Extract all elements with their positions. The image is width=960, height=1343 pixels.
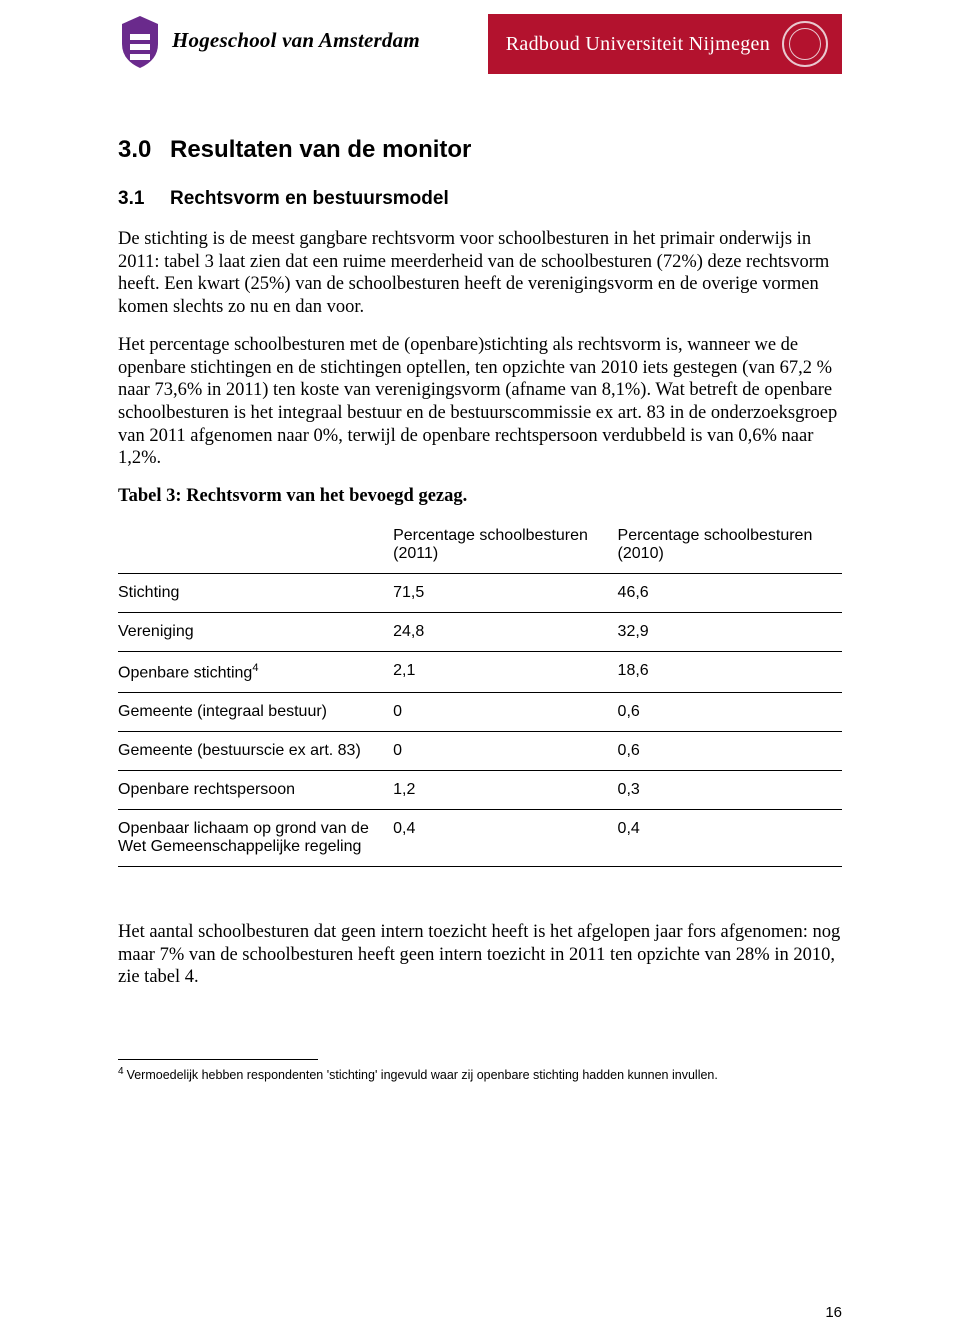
table-row: Vereniging24,832,9 (118, 612, 842, 651)
table-cell-label: Openbare stichting4 (118, 651, 393, 692)
table-title: Tabel 3: Rechtsvorm van het bevoegd geza… (118, 486, 842, 507)
hva-crest-icon (118, 14, 162, 66)
page-content: 3.0Resultaten van de monitor 3.1Rechtsvo… (0, 86, 960, 1082)
heading-sub: 3.1Rechtsvorm en bestuursmodel (118, 188, 842, 210)
table-header-2011: Percentage schoolbesturen (2011) (393, 521, 617, 574)
paragraph-2: Het percentage schoolbesturen met de (op… (118, 334, 842, 469)
table-cell-2010: 0,6 (618, 692, 842, 731)
footnote-separator (118, 1059, 318, 1060)
heading-sub-number: 3.1 (118, 188, 170, 210)
logo-radboud: Radboud Universiteit Nijmegen (488, 14, 842, 74)
footnote-text: Vermoedelijk hebben respondenten 'sticht… (127, 1068, 718, 1082)
table-cell-label: Vereniging (118, 612, 393, 651)
table-header-blank (118, 521, 393, 574)
table-header-2010: Percentage schoolbesturen (2010) (618, 521, 842, 574)
heading-sub-text: Rechtsvorm en bestuursmodel (170, 188, 449, 209)
table-row: Openbare rechtspersoon1,20,3 (118, 770, 842, 809)
institution-header: Hogeschool van Amsterdam Radboud Univers… (118, 14, 842, 86)
table-cell-label: Stichting (118, 573, 393, 612)
table-row: Openbare stichting42,118,6 (118, 651, 842, 692)
table-cell-2011: 24,8 (393, 612, 617, 651)
table-row: Stichting71,546,6 (118, 573, 842, 612)
table-cell-2010: 0,6 (618, 731, 842, 770)
table-cell-label: Openbaar lichaam op grond van de Wet Gem… (118, 809, 393, 866)
table-cell-2011: 2,1 (393, 651, 617, 692)
page-number: 16 (825, 1304, 842, 1321)
table-cell-2010: 0,4 (618, 809, 842, 866)
footnote-number: 4 (118, 1066, 124, 1077)
paragraph-3: Het aantal schoolbesturen dat geen inter… (118, 921, 842, 989)
table-row: Gemeente (bestuurscie ex art. 83)00,6 (118, 731, 842, 770)
table-cell-2011: 0,4 (393, 809, 617, 866)
heading-main-text: Resultaten van de monitor (170, 136, 471, 163)
table-cell-2011: 0 (393, 692, 617, 731)
table-cell-2010: 32,9 (618, 612, 842, 651)
table-row: Openbaar lichaam op grond van de Wet Gem… (118, 809, 842, 866)
table-row: Gemeente (integraal bestuur)00,6 (118, 692, 842, 731)
heading-main-number: 3.0 (118, 136, 170, 164)
table-cell-2011: 71,5 (393, 573, 617, 612)
footnote-ref: 4 (252, 662, 258, 674)
table-cell-2010: 46,6 (618, 573, 842, 612)
table-cell-2011: 1,2 (393, 770, 617, 809)
heading-main: 3.0Resultaten van de monitor (118, 136, 842, 164)
table-cell-2010: 18,6 (618, 651, 842, 692)
table-cell-label: Gemeente (bestuurscie ex art. 83) (118, 731, 393, 770)
table-cell-label: Gemeente (integraal bestuur) (118, 692, 393, 731)
table-header-row: Percentage schoolbesturen (2011) Percent… (118, 521, 842, 574)
table-cell-2011: 0 (393, 731, 617, 770)
table-cell-label: Openbare rechtspersoon (118, 770, 393, 809)
radboud-seal-icon (782, 21, 828, 67)
table-rechtsvorm: Percentage schoolbesturen (2011) Percent… (118, 521, 842, 867)
paragraph-1: De stichting is de meest gangbare rechts… (118, 228, 842, 318)
radboud-name: Radboud Universiteit Nijmegen (506, 33, 770, 56)
hva-name: Hogeschool van Amsterdam (172, 28, 420, 53)
table-cell-2010: 0,3 (618, 770, 842, 809)
footnote: 4Vermoedelijk hebben respondenten 'stich… (118, 1066, 842, 1082)
logo-hva: Hogeschool van Amsterdam (118, 14, 420, 66)
